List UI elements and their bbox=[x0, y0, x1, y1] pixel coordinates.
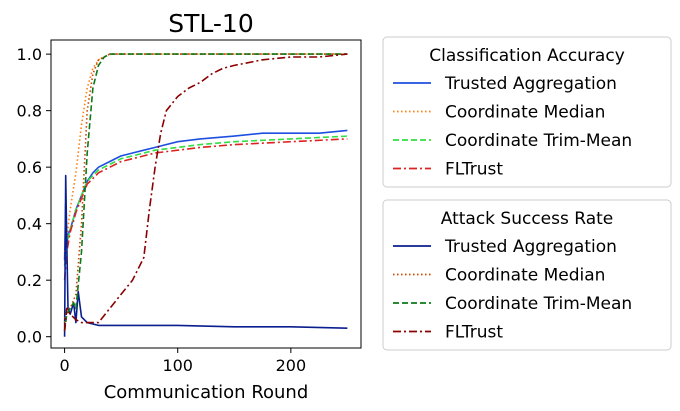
y-tick-label: 1.0 bbox=[17, 45, 42, 64]
chart-title: STL-10 bbox=[168, 9, 253, 38]
y-tick-label: 0.0 bbox=[17, 328, 42, 347]
series-line-attack-success-rate-fltrust bbox=[63, 53, 348, 332]
legend-entry-label: Trusted Aggregation bbox=[444, 74, 617, 94]
x-axis: 0 100 200 bbox=[59, 348, 306, 375]
series-line-classification-accuracy-fltrust bbox=[63, 138, 348, 281]
legend-title: Attack Success Rate bbox=[441, 209, 614, 229]
plot-area bbox=[50, 39, 362, 349]
legend-layer: Classification Accuracy Trusted Aggregati… bbox=[382, 36, 672, 351]
x-tick-label: 100 bbox=[162, 356, 193, 375]
legend-entry-label: Coordinate Median bbox=[445, 266, 605, 286]
legend-title: Classification Accuracy bbox=[429, 46, 625, 66]
x-tick-label: 0 bbox=[59, 356, 69, 375]
x-tick-label: 200 bbox=[276, 356, 307, 375]
series-line-classification-accuracy-trusted-aggregation bbox=[63, 129, 348, 261]
y-tick-label: 0.6 bbox=[17, 158, 42, 177]
legend-entry-label: Coordinate Median bbox=[445, 103, 605, 123]
series-line-attack-success-rate-coordinate-median bbox=[63, 53, 348, 323]
series-line-classification-accuracy-coordinate-trim-mean bbox=[63, 135, 348, 267]
legend-entry-label: Coordinate Trim-Mean bbox=[445, 131, 632, 151]
series-line-attack-success-rate-trusted-aggregation bbox=[63, 174, 348, 337]
y-tick-label: 0.4 bbox=[17, 215, 42, 234]
legend-box bbox=[382, 199, 672, 351]
legend-entry-label: Trusted Aggregation bbox=[444, 237, 617, 257]
legend-entry-label: Coordinate Trim-Mean bbox=[445, 294, 632, 314]
series-line-attack-success-rate-coordinate-trim-mean bbox=[63, 53, 348, 332]
y-axis: 0.0 0.2 0.4 0.6 0.8 1.0 bbox=[17, 45, 51, 347]
legend-entry-label: FLTrust bbox=[445, 160, 503, 180]
y-tick-label: 0.2 bbox=[17, 271, 42, 290]
legend-box bbox=[382, 36, 672, 188]
series-layer bbox=[63, 53, 348, 337]
legend-entry-label: FLTrust bbox=[445, 323, 503, 343]
y-tick-label: 0.8 bbox=[17, 102, 42, 121]
x-axis-label: Communication Round bbox=[104, 382, 309, 403]
